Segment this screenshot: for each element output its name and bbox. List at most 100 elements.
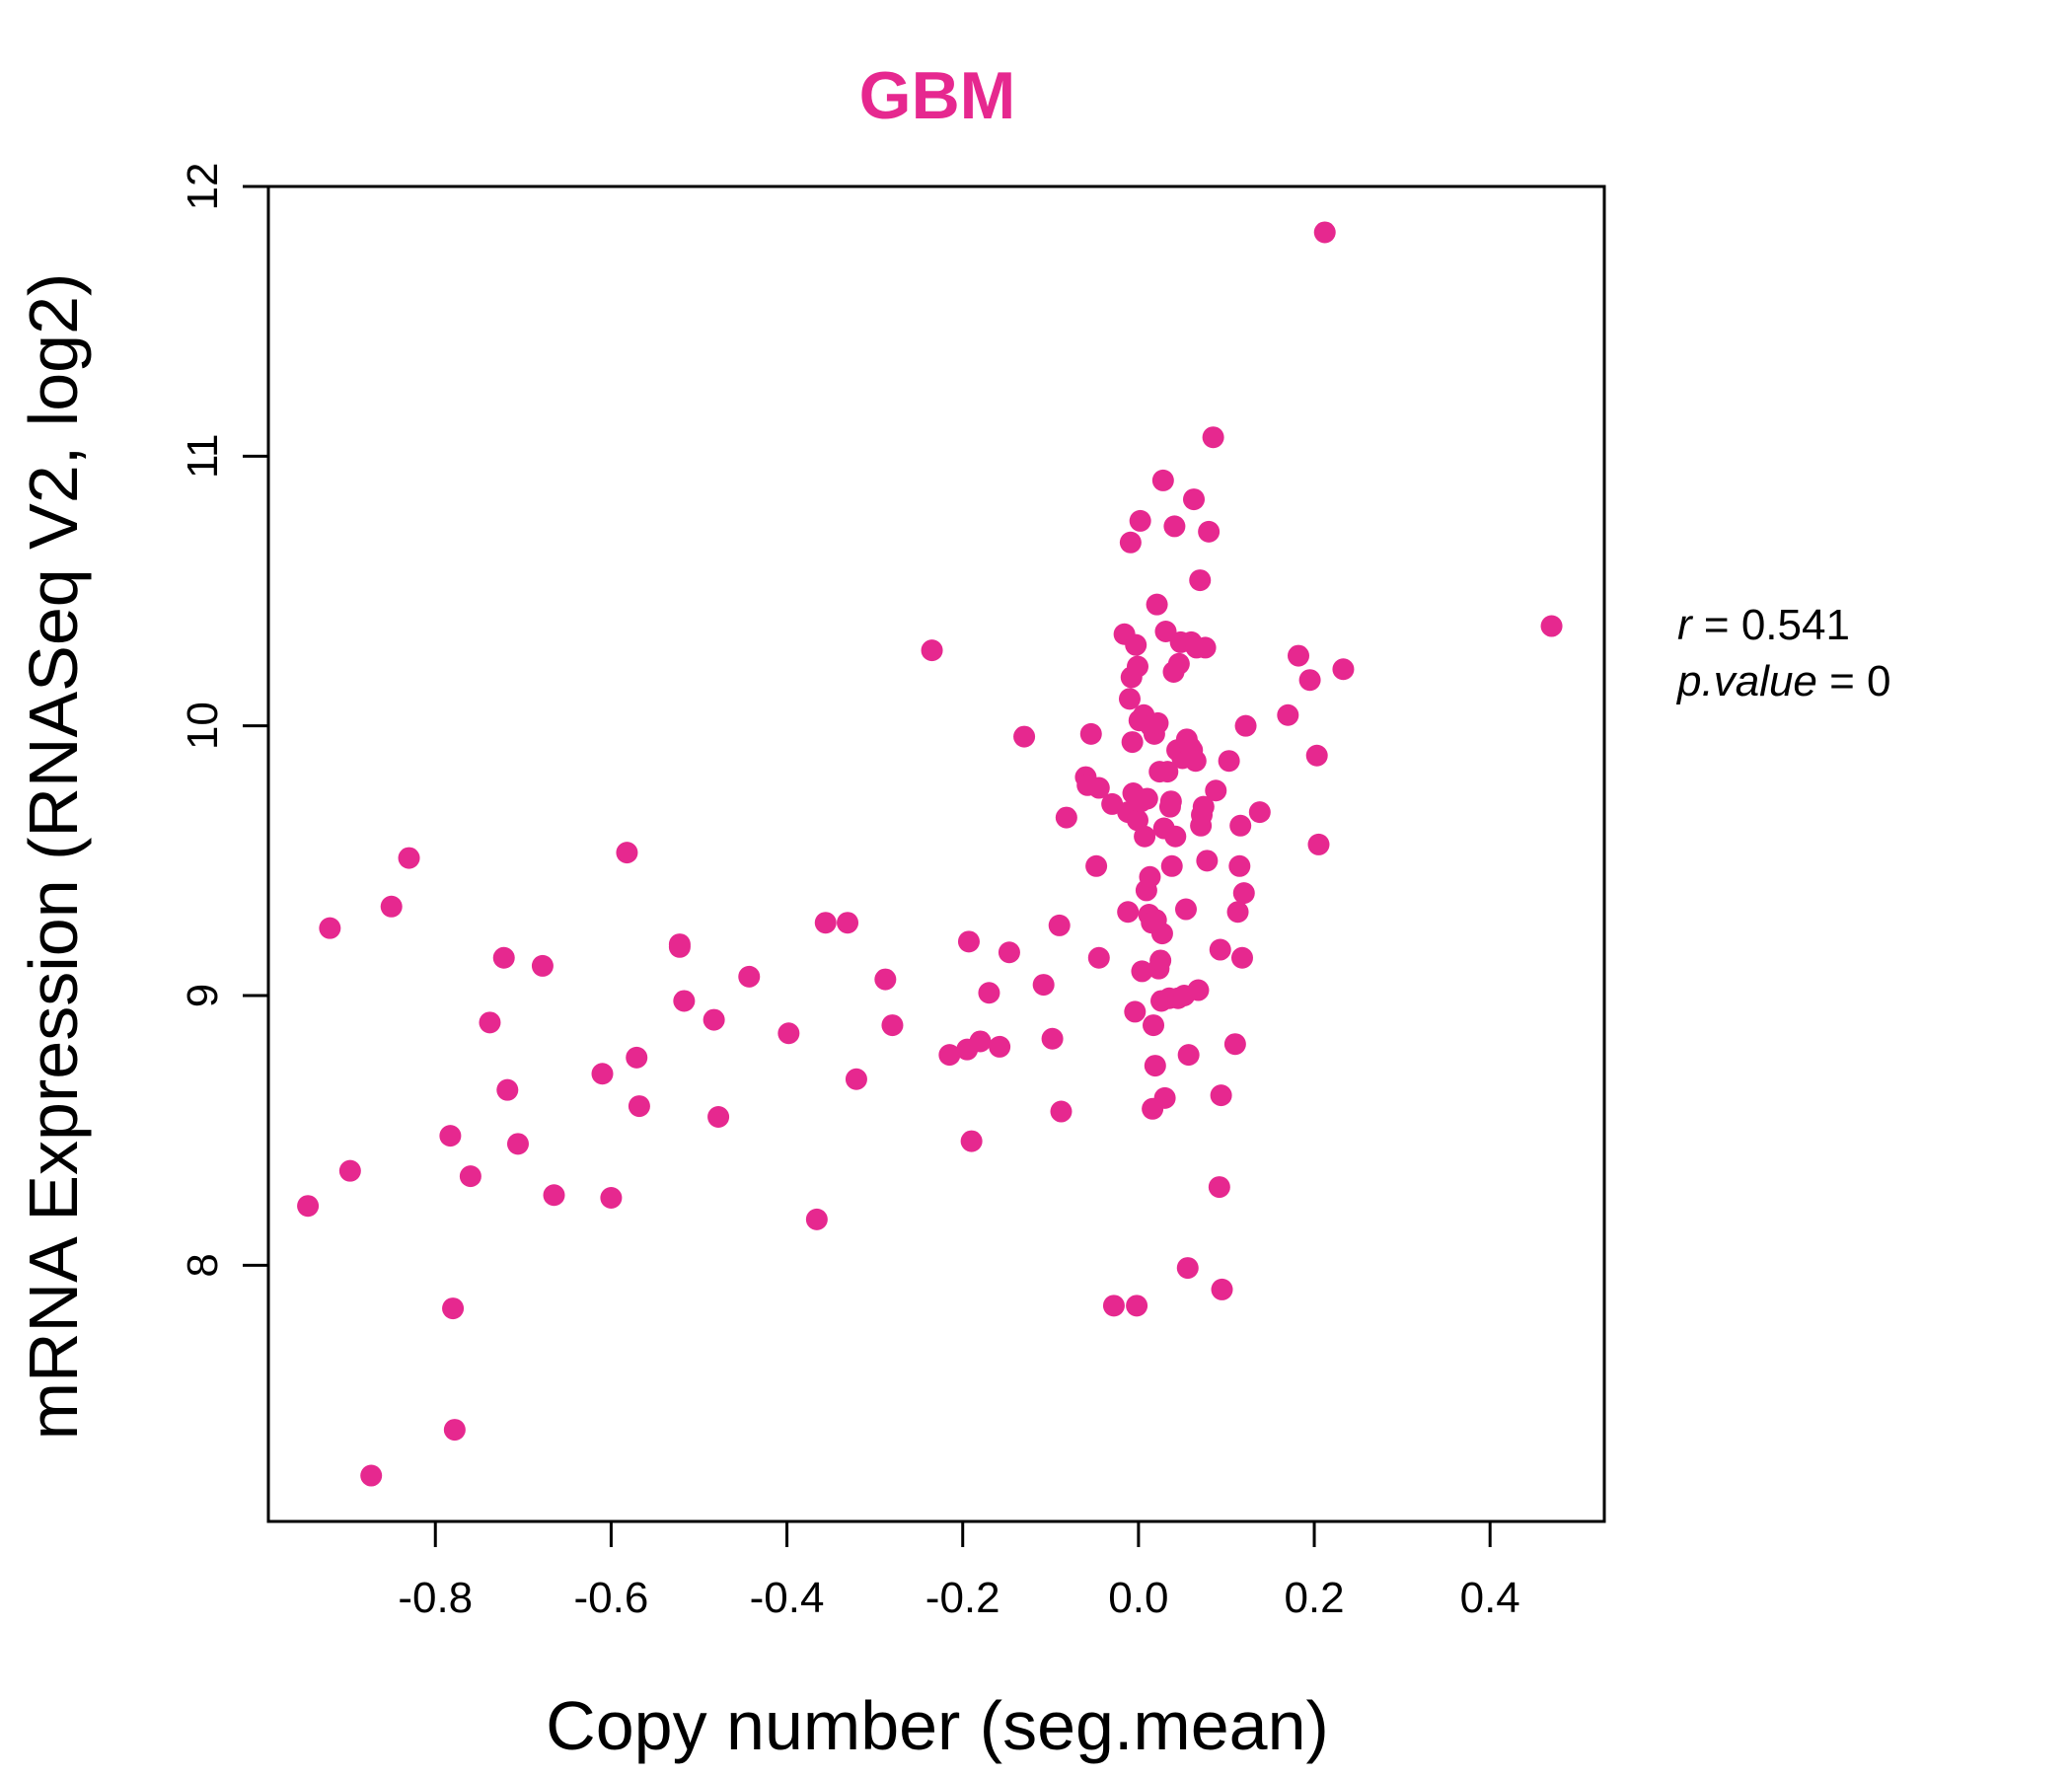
data-point bbox=[439, 1125, 462, 1147]
data-point bbox=[1288, 644, 1310, 667]
data-point bbox=[938, 1044, 961, 1067]
data-point bbox=[1129, 509, 1151, 532]
data-point bbox=[845, 1068, 867, 1090]
y-axis-ticks: 8 9 10 11 12 bbox=[179, 163, 268, 1278]
data-point bbox=[1196, 850, 1219, 872]
data-point bbox=[1187, 979, 1210, 1001]
data-point bbox=[616, 842, 638, 864]
data-point bbox=[479, 1011, 501, 1034]
data-point bbox=[443, 1419, 466, 1442]
data-point bbox=[1085, 854, 1108, 877]
data-point bbox=[1164, 825, 1187, 848]
x-tick-label: -0.6 bbox=[573, 1574, 648, 1622]
x-tick-label: 0.2 bbox=[1284, 1574, 1344, 1622]
data-point bbox=[1126, 1295, 1148, 1317]
r-value: 0.541 bbox=[1741, 601, 1850, 649]
data-point bbox=[881, 1014, 904, 1037]
data-point bbox=[978, 982, 1000, 1004]
y-tick-label: 10 bbox=[179, 702, 227, 750]
data-point bbox=[591, 1063, 614, 1085]
x-axis-label: Copy number (seg.mean) bbox=[546, 1687, 1329, 1764]
data-point bbox=[1248, 801, 1271, 824]
data-point bbox=[1305, 744, 1328, 767]
data-point bbox=[998, 941, 1020, 964]
data-point bbox=[1232, 882, 1255, 905]
data-point bbox=[1277, 703, 1299, 726]
data-point bbox=[531, 954, 554, 977]
data-point bbox=[1205, 779, 1227, 802]
x-tick-label: 0.0 bbox=[1108, 1574, 1168, 1622]
x-tick-label: -0.8 bbox=[398, 1574, 473, 1622]
data-point bbox=[297, 1195, 320, 1218]
data-point bbox=[1147, 711, 1169, 734]
data-point bbox=[1055, 806, 1077, 829]
data-point bbox=[1131, 960, 1153, 983]
data-point bbox=[1298, 669, 1321, 692]
p-label: p.value bbox=[1675, 657, 1817, 705]
data-point bbox=[1210, 1084, 1232, 1107]
y-tick-label: 11 bbox=[179, 433, 227, 479]
data-point bbox=[1183, 488, 1206, 511]
data-point bbox=[1176, 1257, 1199, 1280]
data-point bbox=[814, 912, 837, 934]
data-point bbox=[1234, 714, 1257, 737]
correlation-annotation: r = 0.541 p.value = 0 bbox=[1675, 601, 1891, 705]
data-point bbox=[837, 912, 859, 934]
data-point bbox=[1126, 655, 1148, 678]
data-point bbox=[1167, 652, 1190, 675]
data-point bbox=[1332, 658, 1355, 681]
data-point bbox=[1163, 515, 1186, 538]
data-point bbox=[1150, 923, 1173, 945]
x-tick-label: -0.2 bbox=[925, 1574, 1000, 1622]
p-stat-line: p.value = 0 bbox=[1675, 657, 1891, 705]
data-point bbox=[1156, 761, 1179, 783]
data-point bbox=[1144, 1055, 1166, 1077]
data-point bbox=[1198, 520, 1221, 543]
data-point bbox=[707, 1106, 730, 1128]
data-point bbox=[989, 1035, 1011, 1058]
data-point bbox=[1223, 1033, 1246, 1056]
data-point bbox=[1048, 914, 1071, 936]
data-point bbox=[1134, 825, 1156, 848]
data-point bbox=[506, 1133, 529, 1155]
data-point bbox=[1230, 946, 1253, 969]
data-point bbox=[1226, 901, 1249, 924]
data-point bbox=[1159, 790, 1182, 813]
data-point bbox=[628, 1095, 650, 1118]
data-point bbox=[1202, 426, 1224, 449]
data-point bbox=[1192, 795, 1215, 818]
data-point bbox=[1209, 938, 1231, 961]
data-point bbox=[1117, 901, 1140, 924]
data-point bbox=[1177, 1044, 1200, 1067]
data-point bbox=[1307, 833, 1330, 855]
data-point bbox=[1154, 621, 1177, 642]
r-label: r bbox=[1677, 601, 1694, 649]
data-point bbox=[1136, 787, 1158, 810]
data-point bbox=[1540, 615, 1563, 637]
data-point bbox=[626, 1046, 648, 1069]
data-point bbox=[600, 1187, 623, 1209]
data-point bbox=[1184, 750, 1207, 773]
data-point bbox=[805, 1208, 828, 1230]
data-point bbox=[957, 930, 980, 953]
data-point bbox=[1087, 946, 1110, 969]
data-point bbox=[1050, 1100, 1073, 1123]
data-point bbox=[543, 1184, 565, 1207]
data-point bbox=[1139, 865, 1161, 888]
data-point bbox=[1174, 898, 1197, 921]
data-point bbox=[1211, 1278, 1233, 1300]
y-axis-label: mRNA Expression (RNASeq V2, log2) bbox=[15, 273, 92, 1441]
data-point bbox=[380, 895, 403, 918]
data-point bbox=[1124, 1000, 1147, 1023]
data-point bbox=[1160, 854, 1183, 877]
data-point bbox=[1079, 722, 1102, 745]
data-point bbox=[1194, 636, 1217, 659]
data-point bbox=[1143, 1014, 1165, 1037]
data-point bbox=[921, 639, 943, 662]
y-tick-label: 9 bbox=[179, 984, 227, 1007]
x-tick-label: -0.4 bbox=[750, 1574, 825, 1622]
data-point bbox=[1228, 854, 1251, 877]
data-point bbox=[703, 1008, 725, 1031]
data-point bbox=[1087, 777, 1110, 799]
